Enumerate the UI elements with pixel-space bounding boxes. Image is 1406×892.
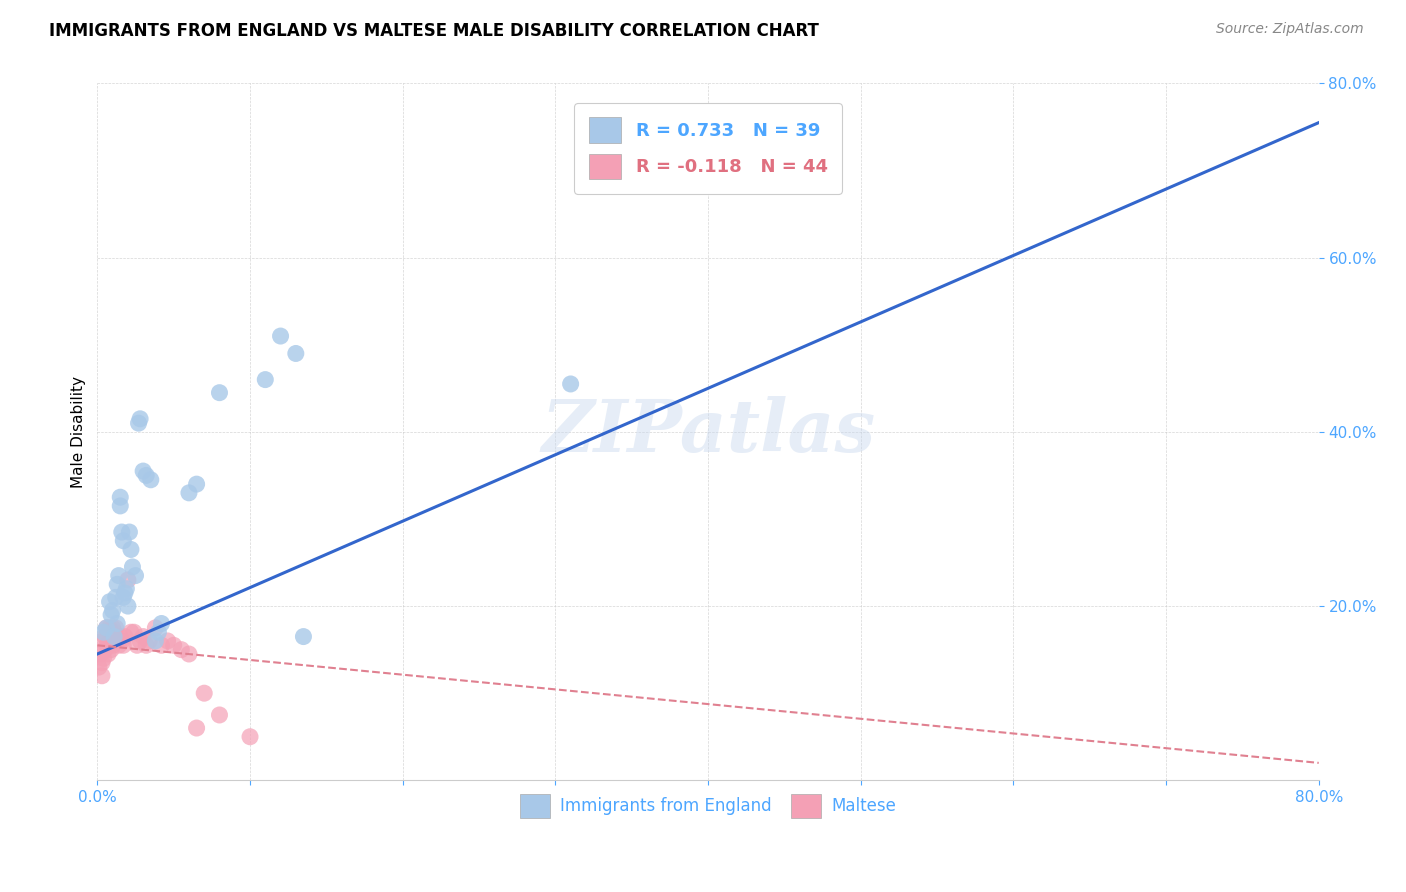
Point	[124, 568, 146, 582]
Point	[90, 669, 112, 683]
Point	[121, 560, 143, 574]
Text: IMMIGRANTS FROM ENGLAND VS MALTESE MALE DISABILITY CORRELATION CHART: IMMIGRANTS FROM ENGLAND VS MALTESE MALE …	[49, 22, 820, 40]
Point	[145, 621, 167, 635]
Point	[107, 568, 129, 582]
Point	[186, 477, 208, 491]
Point	[170, 642, 193, 657]
Point	[100, 625, 122, 640]
Point	[101, 603, 124, 617]
Point	[270, 329, 292, 343]
Point	[150, 616, 173, 631]
Point	[135, 638, 157, 652]
Point	[110, 490, 132, 504]
Point	[128, 416, 150, 430]
Point	[122, 625, 145, 640]
Point	[284, 346, 307, 360]
Point	[107, 638, 129, 652]
Point	[110, 630, 132, 644]
Point	[208, 385, 231, 400]
Point	[112, 638, 135, 652]
Point	[193, 686, 215, 700]
Point	[129, 634, 152, 648]
Point	[156, 634, 179, 648]
Point	[163, 638, 186, 652]
Point	[560, 376, 582, 391]
Point	[90, 656, 112, 670]
Y-axis label: Male Disability: Male Disability	[72, 376, 86, 488]
Legend: Immigrants from England, Maltese: Immigrants from England, Maltese	[513, 788, 903, 824]
Point	[105, 616, 128, 631]
Point	[114, 630, 136, 644]
Point	[96, 621, 118, 635]
Point	[93, 634, 115, 648]
Point	[177, 647, 200, 661]
Text: ZIPatlas: ZIPatlas	[541, 396, 875, 467]
Point	[114, 586, 136, 600]
Point	[118, 524, 141, 539]
Point	[97, 647, 120, 661]
Point	[111, 634, 134, 648]
Point	[110, 499, 132, 513]
Point	[100, 607, 122, 622]
Point	[138, 634, 160, 648]
Point	[120, 625, 142, 640]
Point	[132, 464, 155, 478]
Point	[89, 647, 111, 661]
Point	[129, 412, 152, 426]
Point	[117, 599, 139, 613]
Point	[101, 638, 124, 652]
Point	[97, 630, 120, 644]
Point	[117, 573, 139, 587]
Point	[208, 708, 231, 723]
Point	[139, 473, 162, 487]
Text: Source: ZipAtlas.com: Source: ZipAtlas.com	[1216, 22, 1364, 37]
Point	[148, 625, 170, 640]
Point	[94, 642, 117, 657]
Point	[135, 468, 157, 483]
Point	[120, 542, 142, 557]
Point	[112, 533, 135, 548]
Point	[94, 630, 117, 644]
Point	[115, 582, 138, 596]
Point	[125, 638, 148, 652]
Point	[101, 621, 124, 635]
Point	[111, 524, 134, 539]
Point	[112, 591, 135, 605]
Point	[87, 660, 110, 674]
Point	[105, 634, 128, 648]
Point	[98, 595, 121, 609]
Point	[104, 621, 127, 635]
Point	[254, 373, 277, 387]
Point	[100, 642, 122, 657]
Point	[104, 591, 127, 605]
Point	[292, 630, 315, 644]
Point	[177, 486, 200, 500]
Point	[150, 638, 173, 652]
Point	[636, 172, 658, 186]
Point	[105, 577, 128, 591]
Point	[93, 651, 115, 665]
Point	[239, 730, 262, 744]
Point	[98, 634, 121, 648]
Point	[103, 625, 125, 640]
Point	[98, 621, 121, 635]
Point	[93, 625, 115, 640]
Point	[96, 638, 118, 652]
Point	[186, 721, 208, 735]
Point	[103, 630, 125, 644]
Point	[96, 621, 118, 635]
Point	[145, 634, 167, 648]
Point	[132, 630, 155, 644]
